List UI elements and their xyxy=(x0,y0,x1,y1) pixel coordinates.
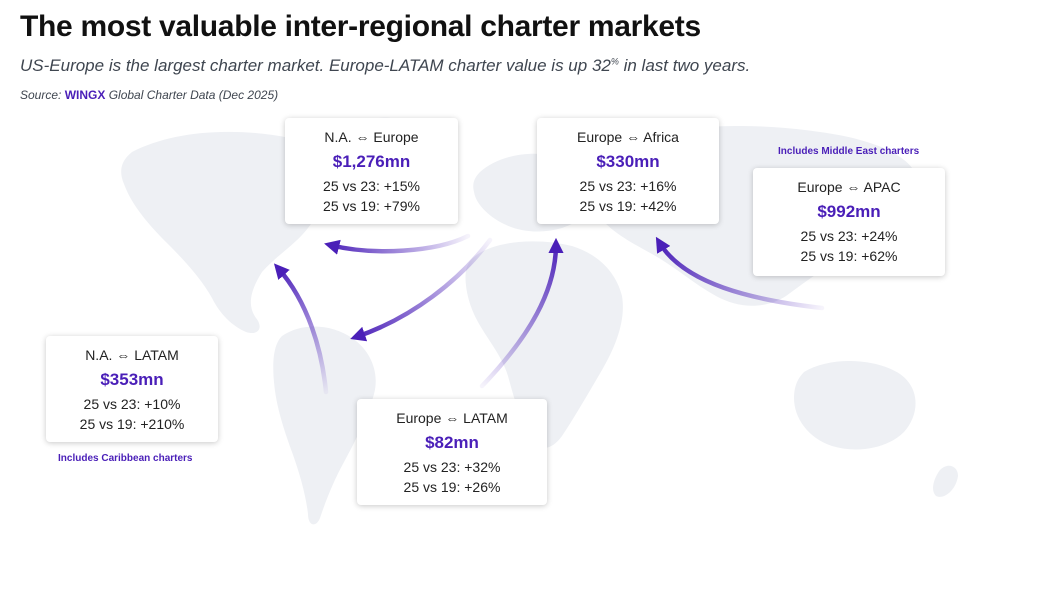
market-change-vs-23: 25 vs 23: +15% xyxy=(323,178,420,194)
market-value: $1,276mn xyxy=(332,152,411,171)
source-rest: Global Charter Data (Dec 2025) xyxy=(105,88,279,102)
market-card-na-europe: N.A. ⇔ Europe $1,276mn 25 vs 23: +15% 25… xyxy=(285,118,458,224)
subtitle-text-end: in last two years. xyxy=(618,56,751,75)
market-route: Europe ⇔ Africa xyxy=(577,129,679,145)
south-america-shape xyxy=(273,326,376,525)
market-value: $353mn xyxy=(100,370,164,389)
market-card-na-latam: N.A. ⇔ LATAM $353mn 25 vs 23: +10% 25 vs… xyxy=(46,336,218,442)
market-route: Europe ⇔ LATAM xyxy=(396,410,508,426)
arrow-europe-to-north-america xyxy=(324,233,471,255)
market-value: $82mn xyxy=(425,433,479,452)
subtitle-text: US-Europe is the largest charter market.… xyxy=(20,56,611,75)
route-arrows xyxy=(273,233,825,395)
source-line: Source: WINGX Global Charter Data (Dec 2… xyxy=(20,88,278,102)
africa-shape xyxy=(465,241,623,448)
arrow-europe-to-south-america xyxy=(350,237,493,342)
market-note-apac: Includes Middle East charters xyxy=(778,146,920,157)
market-change-vs-23: 25 vs 23: +24% xyxy=(800,228,898,244)
chart-title: The most valuable inter-regional charter… xyxy=(20,10,701,43)
market-change-vs-23: 25 vs 23: +32% xyxy=(403,459,501,475)
north-america-shape xyxy=(121,131,325,334)
new-zealand-shape xyxy=(933,465,958,497)
market-card-europe-africa: Europe ⇔ Africa $330mn 25 vs 23: +16% 25… xyxy=(537,118,719,224)
market-card-europe-apac: Europe ⇔ APAC $992mn 25 vs 23: +24% 25 v… xyxy=(753,168,945,276)
market-value: $330mn xyxy=(596,152,660,171)
market-change-vs-19: 25 vs 19: +42% xyxy=(579,198,677,214)
arrow-latam-to-north-america xyxy=(273,263,329,395)
subtitle-superscript: % xyxy=(610,56,619,67)
source-prefix: Source: xyxy=(20,88,65,102)
market-route: Europe ⇔ APAC xyxy=(797,179,901,195)
arrow-apac-to-europe xyxy=(655,236,825,311)
market-change-vs-19: 25 vs 19: +26% xyxy=(403,479,501,495)
market-note-latam: Includes Caribbean charters xyxy=(58,453,193,464)
arrow-latam-to-europe xyxy=(479,237,564,389)
chart-subtitle: US-Europe is the largest charter market.… xyxy=(20,56,750,76)
market-change-vs-23: 25 vs 23: +16% xyxy=(579,178,677,194)
market-change-vs-23: 25 vs 23: +10% xyxy=(83,396,181,412)
market-card-europe-latam: Europe ⇔ LATAM $82mn 25 vs 23: +32% 25 v… xyxy=(357,399,547,505)
source-brand: WINGX xyxy=(64,88,106,102)
market-route: N.A. ⇔ Europe xyxy=(324,129,419,145)
market-value: $992mn xyxy=(817,202,881,221)
market-change-vs-19: 25 vs 19: +79% xyxy=(323,198,420,214)
market-route: N.A. ⇔ LATAM xyxy=(85,347,179,363)
australia-shape xyxy=(794,360,916,450)
market-change-vs-19: 25 vs 19: +210% xyxy=(79,416,185,432)
market-change-vs-19: 25 vs 19: +62% xyxy=(800,248,898,264)
